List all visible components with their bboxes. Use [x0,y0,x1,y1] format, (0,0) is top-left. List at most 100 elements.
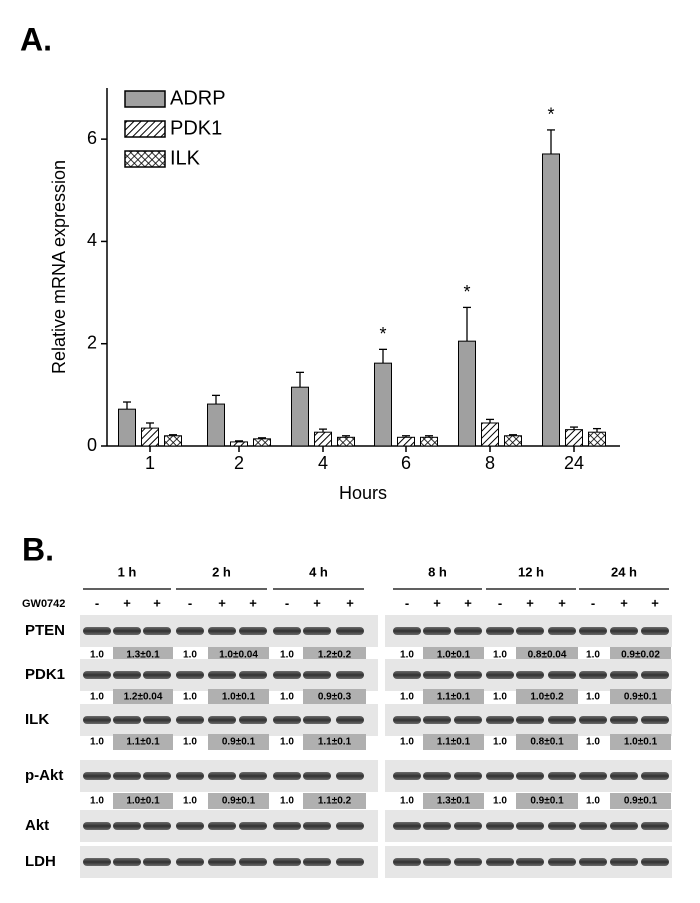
blot-band [113,858,141,866]
error-bar [379,348,387,364]
treatment-sign: + [218,595,226,610]
x-tick-label: 4 [318,453,328,473]
blot-band [273,858,301,866]
blot-band [83,772,111,780]
quant-value: 0.9±0.1 [222,737,256,748]
blot-band [423,858,451,866]
blot-band [83,716,111,724]
quant-value: 1.0±0.1 [222,692,256,703]
row-label: PTEN [25,622,65,639]
row-label: p-Akt [25,767,63,784]
quant-value: 1.0 [400,737,414,748]
blot-band [454,627,482,635]
blot-band [579,671,607,679]
quant-value: 1.0 [280,692,294,703]
time-label: 4 h [309,564,328,579]
blot-band [516,858,544,866]
quant-value: 1.0 [183,692,197,703]
bar [230,441,248,447]
error-bar [258,437,266,439]
blot-band [423,627,451,635]
blot-band [486,671,514,679]
time-label: 1 h [118,564,137,579]
bar [314,431,332,447]
blot-band [273,772,301,780]
quant-value: 1.1±0.1 [318,737,352,748]
bar [458,340,476,447]
blot-band [610,772,638,780]
quant-value: 1.0 [90,796,104,807]
quant-value: 1.0 [280,796,294,807]
blot-band [336,772,364,780]
blot-band [393,772,421,780]
y-axis-title: Relative mRNA expression [49,160,69,374]
treatment-sign: + [558,595,566,610]
blot-band [143,627,171,635]
panel-label: A. [20,21,52,57]
quant-value: 0.9±0.1 [624,796,658,807]
blot-band [486,822,514,830]
blot-band [143,716,171,724]
quant-box [208,734,269,750]
quant-value: 1.0±0.04 [219,650,258,661]
bar [542,153,560,447]
blot-band [423,772,451,780]
error-bar [319,428,327,433]
blot-band [143,671,171,679]
quant-value: 1.1±0.1 [437,692,471,703]
x-tick-label: 2 [234,453,244,473]
error-bar [146,422,154,429]
quant-value: 1.0 [493,650,507,661]
time-label: 8 h [428,564,447,579]
quant-value: 0.9±0.1 [530,796,564,807]
bar [588,431,606,447]
error-bar [235,440,243,442]
quant-value: 1.0 [400,796,414,807]
error-bar [425,435,433,438]
blot-band [176,716,204,724]
blot-band [393,858,421,866]
blot-band [548,822,576,830]
blot-band [454,772,482,780]
blot-band [303,772,331,780]
bar [141,427,159,447]
significance-marker: * [463,282,470,302]
quant-value: 1.0±0.1 [624,737,658,748]
blot-band [579,858,607,866]
treatment-sign: - [591,595,595,610]
blot-band [610,716,638,724]
quant-box [610,689,671,705]
blot-band [303,671,331,679]
blot-band [113,822,141,830]
treatment-sign: + [433,595,441,610]
quant-value: 1.1±0.2 [318,796,352,807]
quant-box [610,793,671,809]
blot-band [143,822,171,830]
blot-band [176,627,204,635]
blot-band [641,822,669,830]
blot-band [336,627,364,635]
bar [565,429,583,447]
quant-value: 1.3±0.1 [126,650,160,661]
blot-band [336,716,364,724]
blot-band [208,858,236,866]
blot-band [454,858,482,866]
error-bar [342,435,350,438]
bar [420,436,438,447]
treatment-sign: - [405,595,409,610]
quant-box [208,793,269,809]
row-label: PDK1 [25,666,65,683]
blot-band [208,627,236,635]
blot-band [486,716,514,724]
blot-band [176,772,204,780]
legend-swatch [124,120,166,138]
treatment-sign: + [346,595,354,610]
time-label: 12 h [518,564,544,579]
quant-box [423,734,484,750]
quant-value: 1.0 [586,737,600,748]
panel-label: B. [22,531,54,567]
quant-value: 1.0 [400,692,414,703]
error-bar [593,427,601,433]
blot-band [486,627,514,635]
